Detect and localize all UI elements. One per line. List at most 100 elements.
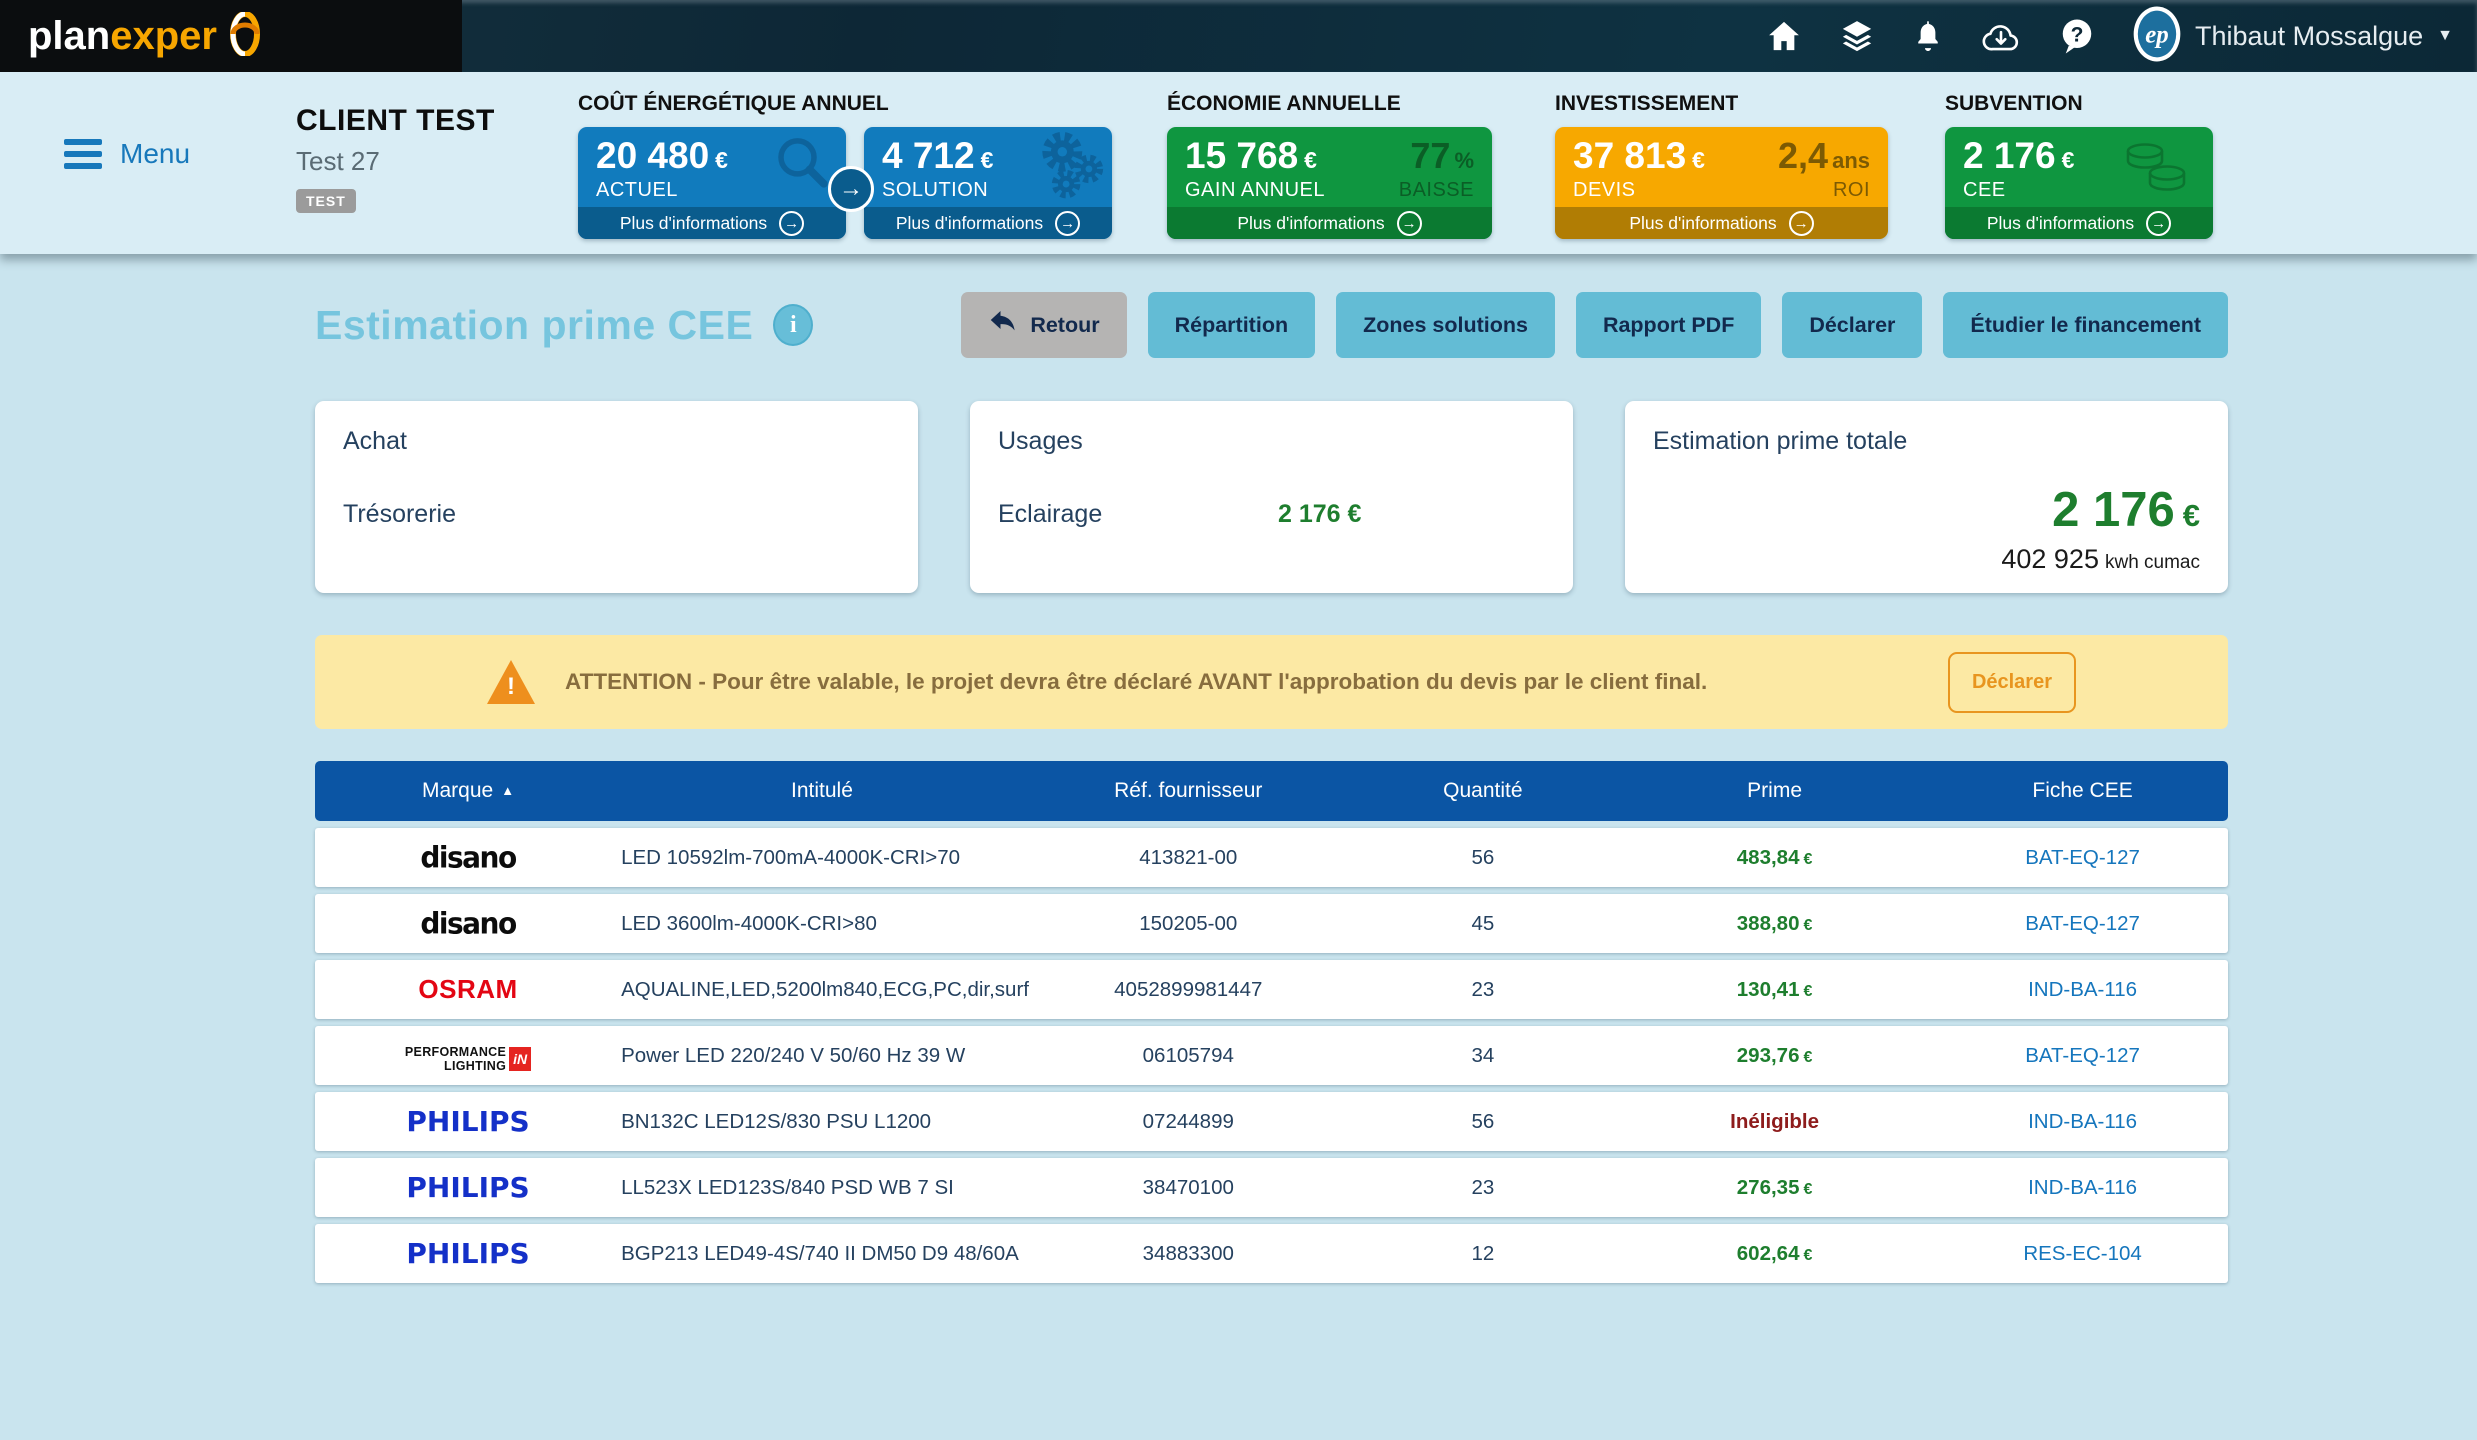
prime-value: 483,84€ [1612,846,1937,870]
home-icon[interactable] [1767,20,1801,52]
quantity: 23 [1354,1176,1612,1200]
table-row: PERFORMANCELIGHTING iN Power LED 220/240… [315,1026,2228,1085]
fiche-cee-link[interactable]: IND-BA-116 [1937,1110,2228,1134]
supplier-ref: 150205-00 [1023,912,1354,936]
table-row: PHILIPS BN132C LED12S/830 PSU L1200 0724… [315,1092,2228,1151]
more-info-link[interactable]: Plus d'informations [578,207,846,239]
more-info-link[interactable]: Plus d'informations [1167,207,1492,239]
supplier-ref: 38470100 [1023,1176,1354,1200]
fiche-cee-link[interactable]: IND-BA-116 [1937,978,2228,1002]
menu-label: Menu [120,138,190,170]
product-title: LED 10592lm-700mA-4000K-CRI>70 [621,846,1023,870]
column-header-marque[interactable]: Marque▲ [315,779,621,803]
brand-logo-disano: disano [315,907,621,940]
quantity: 34 [1354,1044,1612,1068]
arrow-right-icon [779,211,804,236]
fiche-cee-link[interactable]: BAT-EQ-127 [1937,912,2228,936]
client-name: CLIENT TEST [296,104,495,138]
prime-value: 388,80€ [1612,912,1937,936]
total-title: Estimation prime totale [1653,427,2200,456]
arrow-transition-icon [828,166,874,212]
budget-row-tresorerie: Trésorerie [343,500,890,529]
kpi-card-solution: 4 712€ SOLUTION [864,127,1112,239]
page-title: Estimation prime CEE [315,302,753,349]
study-financing-button[interactable]: Étudier le financement [1943,292,2228,358]
header-band: Menu CLIENT TEST Test 27 TEST COÛT ÉNERG… [0,72,2477,254]
total-kwh-cumac: 402 925kwh cumac [1653,544,2200,575]
planexpert-app: planexper [0,0,2477,1440]
fiche-cee-link[interactable]: RES-EC-104 [1937,1242,2228,1266]
info-icon[interactable]: i [773,304,813,346]
quantity: 56 [1354,846,1612,870]
usages-title: Usages [998,427,1545,456]
warning-text: ATTENTION - Pour être valable, le projet… [565,669,1707,695]
user-menu[interactable]: ep Thibaut Mossalgue ▼ [2133,6,2453,67]
arrow-right-icon [2146,211,2171,236]
table-header: Marque▲ Intitulé Réf. fournisseur Quanti… [315,761,2228,821]
sort-asc-icon: ▲ [501,783,514,798]
top-bar: planexper [0,0,2477,72]
quantity: 56 [1354,1110,1612,1134]
repartition-button[interactable]: Répartition [1148,292,1315,358]
brand-logo-philips: PHILIPS [315,1171,621,1204]
prime-value: 602,64€ [1612,1242,1937,1266]
quantity: 12 [1354,1242,1612,1266]
kpi-energy-cost: COÛT ÉNERGÉTIQUE ANNUEL 20 480€ ACTUEL P… [578,92,1112,239]
notifications-icon[interactable] [1913,19,1943,53]
prime-value: 276,35€ [1612,1176,1937,1200]
kpi-card-subsidy: 2 176€ CEE Plus d'informations [1945,127,2213,239]
more-info-link[interactable]: Plus d'informations [1555,207,1888,239]
table-row: disano LED 10592lm-700mA-4000K-CRI>70 41… [315,828,2228,887]
supplier-ref: 34883300 [1023,1242,1354,1266]
logo-wordmark: planexper [28,14,217,59]
supplier-ref: 06105794 [1023,1044,1354,1068]
usage-value: 2 176 € [1278,500,1361,529]
avatar: ep [2133,6,2181,67]
cloud-download-icon[interactable] [1981,19,2021,53]
help-icon[interactable]: ? [2059,17,2095,55]
zones-solutions-button[interactable]: Zones solutions [1336,292,1555,358]
brand-logo-philips: PHILIPS [315,1105,621,1138]
usages-panel: Usages Eclairage 2 176 € [970,401,1573,593]
table-row: PHILIPS LL523X LED123S/840 PSD WB 7 SI 3… [315,1158,2228,1217]
logo-swirl-icon [223,12,267,61]
svg-text:ep: ep [2145,21,2168,48]
table-row: OSRAM AQUALINE,LED,5200lm840,ECG,PC,dir,… [315,960,2228,1019]
product-title: Power LED 220/240 V 50/60 Hz 39 W [621,1044,1023,1068]
action-buttons: Retour Répartition Zones solutions Rappo… [961,292,2228,358]
back-button[interactable]: Retour [961,292,1126,358]
warning-banner: ATTENTION - Pour être valable, le projet… [315,635,2228,729]
quantity: 23 [1354,978,1612,1002]
column-header-prime[interactable]: Prime [1612,779,1937,803]
more-info-link[interactable]: Plus d'informations [864,207,1112,239]
column-header-quantite[interactable]: Quantité [1354,779,1612,803]
layers-icon[interactable] [1839,19,1875,53]
project-name: Test 27 [296,146,495,177]
declare-button[interactable]: Déclarer [1782,292,1922,358]
arrow-right-icon [1789,211,1814,236]
menu-button[interactable]: Menu [64,138,190,170]
prime-value: 293,76€ [1612,1044,1937,1068]
table-row: PHILIPS BGP213 LED49-4S/740 II DM50 D9 4… [315,1224,2228,1283]
fiche-cee-link[interactable]: IND-BA-116 [1937,1176,2228,1200]
prime-value: 130,41€ [1612,978,1937,1002]
pdf-report-button[interactable]: Rapport PDF [1576,292,1761,358]
client-block: CLIENT TEST Test 27 TEST [296,104,495,213]
column-header-intitule[interactable]: Intitulé [621,779,1023,803]
chevron-down-icon: ▼ [2437,27,2453,45]
kpi-subsidy: SUBVENTION 2 176€ CEE Plus d [1945,92,2213,239]
fiche-cee-link[interactable]: BAT-EQ-127 [1937,1044,2228,1068]
title-row: Estimation prime CEE i Retour Répartitio… [315,292,2228,358]
app-logo[interactable]: planexper [0,0,462,72]
product-title: AQUALINE,LED,5200lm840,ECG,PC,dir,surf [621,978,1023,1002]
svg-text:?: ? [2071,23,2084,46]
fiche-cee-link[interactable]: BAT-EQ-127 [1937,846,2228,870]
supplier-ref: 4052899981447 [1023,978,1354,1002]
more-info-link[interactable]: Plus d'informations [1945,207,2213,239]
column-header-ref[interactable]: Réf. fournisseur [1023,779,1354,803]
usage-row: Eclairage 2 176 € [998,500,1545,529]
product-title: BGP213 LED49-4S/740 II DM50 D9 48/60A [621,1242,1023,1266]
budget-row-achat: Achat [343,427,890,456]
warning-declare-button[interactable]: Déclarer [1948,652,2076,713]
column-header-fiche[interactable]: Fiche CEE [1937,779,2228,803]
